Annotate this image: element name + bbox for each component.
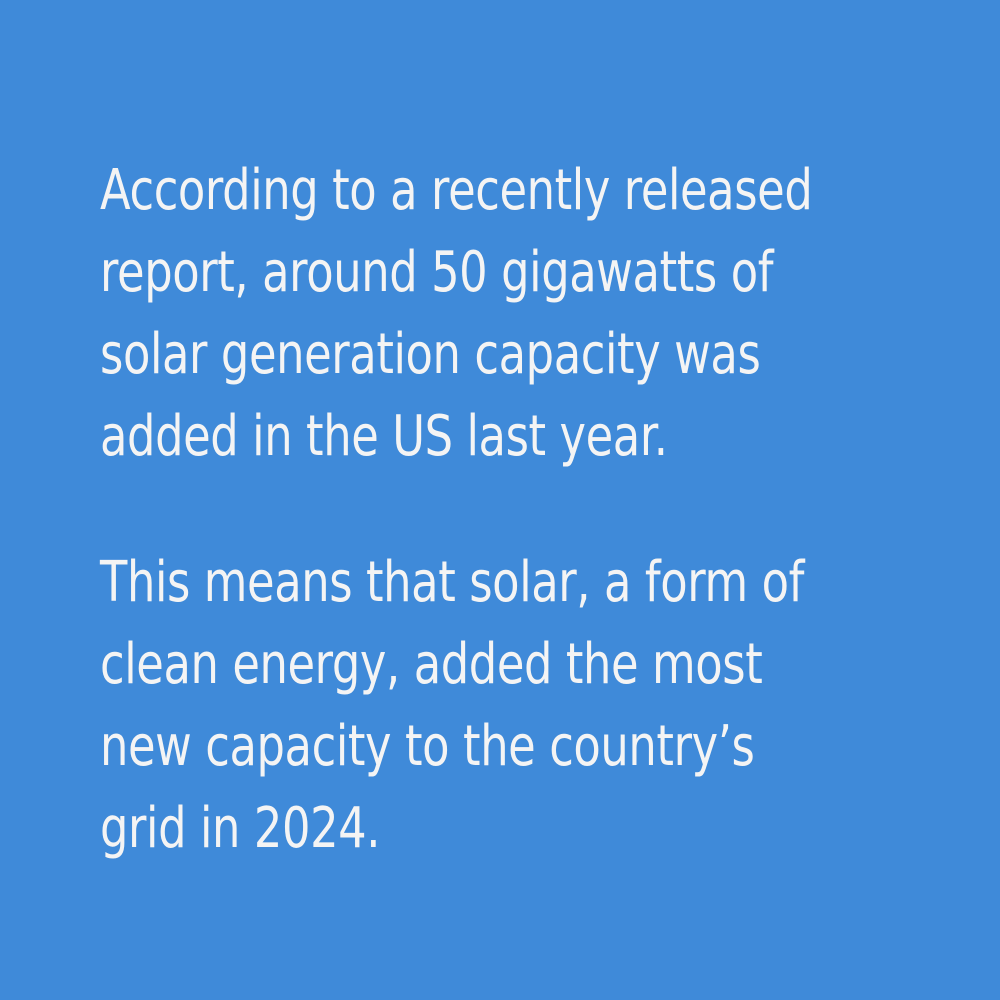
text-line: added in the US last year.: [100, 404, 668, 469]
paragraph-conclusion: This means that solar, a form of clean e…: [100, 542, 804, 870]
statement-text: According to a recently released report,…: [100, 150, 813, 870]
text-line: report, around 50 gigawatts of: [100, 240, 774, 305]
text-line: grid in 2024.: [100, 796, 381, 861]
text-line: solar generation capacity was: [100, 322, 761, 387]
text-line: clean energy, added the most: [100, 632, 763, 697]
text-line: This means that solar, a form of: [100, 550, 804, 615]
text-line: According to a recently released: [100, 158, 813, 223]
text-line: new capacity to the country’s: [100, 714, 755, 779]
paragraph-intro: According to a recently released report,…: [100, 150, 813, 478]
